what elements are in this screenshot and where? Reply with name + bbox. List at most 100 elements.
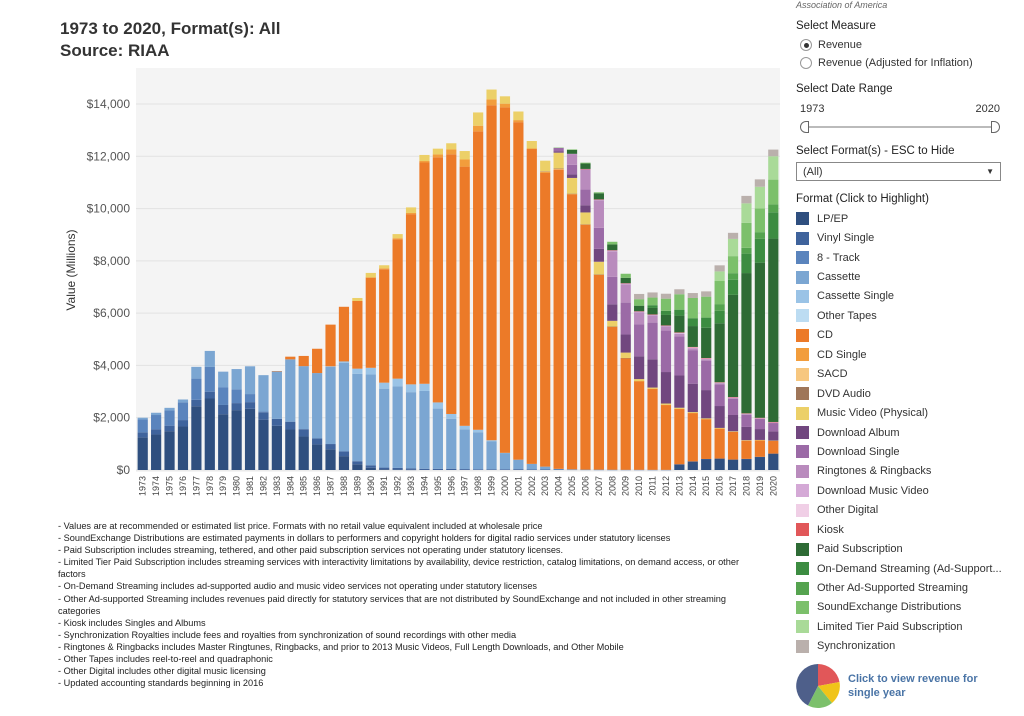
bar-segment[interactable] bbox=[741, 247, 752, 254]
bar-segment[interactable] bbox=[674, 375, 685, 408]
bar-segment[interactable] bbox=[714, 383, 725, 385]
legend-item[interactable]: Limited Tier Paid Subscription bbox=[796, 617, 1002, 636]
bar-segment[interactable] bbox=[687, 297, 698, 319]
single-year-pie-link[interactable]: Click to view revenue for single year bbox=[796, 664, 978, 708]
bar-segment[interactable] bbox=[593, 192, 604, 194]
bar-segment[interactable] bbox=[727, 459, 739, 470]
bar-segment[interactable] bbox=[701, 327, 712, 359]
bar-segment[interactable] bbox=[580, 212, 591, 225]
pie-chart-icon[interactable] bbox=[796, 664, 840, 708]
bar-segment[interactable] bbox=[553, 468, 564, 470]
radio-unselected-icon[interactable] bbox=[800, 57, 812, 69]
bar-segment[interactable] bbox=[513, 120, 524, 123]
bar-segment[interactable] bbox=[741, 459, 752, 470]
bar-segment[interactable] bbox=[593, 193, 604, 200]
bar-segment[interactable] bbox=[647, 307, 658, 315]
bar-segment[interactable] bbox=[714, 304, 725, 311]
bar-segment[interactable] bbox=[244, 394, 256, 403]
bar-segment[interactable] bbox=[432, 408, 443, 469]
bar-segment[interactable] bbox=[298, 429, 309, 437]
bar-segment[interactable] bbox=[607, 241, 618, 245]
bar-segment[interactable] bbox=[352, 368, 363, 374]
bar-segment[interactable] bbox=[660, 325, 672, 327]
bar-segment[interactable] bbox=[593, 199, 604, 201]
bar-segment[interactable] bbox=[513, 111, 524, 121]
bar-segment[interactable] bbox=[446, 143, 457, 150]
bar-segment[interactable] bbox=[486, 105, 497, 441]
bar-segment[interactable] bbox=[687, 348, 698, 351]
bar-segment[interactable] bbox=[164, 410, 175, 426]
bar-segment[interactable] bbox=[741, 440, 752, 459]
bar-segment[interactable] bbox=[727, 256, 739, 274]
bar-segment[interactable] bbox=[352, 461, 363, 465]
bar-segment[interactable] bbox=[701, 359, 712, 361]
bar-segment[interactable] bbox=[714, 281, 725, 305]
bar-segment[interactable] bbox=[553, 147, 564, 152]
bar-segment[interactable] bbox=[164, 407, 175, 411]
bar-segment[interactable] bbox=[379, 265, 390, 269]
legend-item[interactable]: CD bbox=[796, 326, 1002, 345]
bar-segment[interactable] bbox=[459, 166, 470, 426]
bar-segment[interactable] bbox=[620, 334, 631, 353]
bar-segment[interactable] bbox=[204, 398, 215, 471]
bar-segment[interactable] bbox=[741, 273, 752, 414]
bar-segment[interactable] bbox=[647, 292, 658, 298]
bar-segment[interactable] bbox=[338, 456, 350, 470]
bar-segment[interactable] bbox=[647, 314, 658, 316]
bar-segment[interactable] bbox=[446, 418, 457, 469]
bar-segment[interactable] bbox=[634, 293, 645, 300]
bar-segment[interactable] bbox=[419, 162, 430, 384]
legend-item[interactable]: Download Single bbox=[796, 442, 1002, 461]
bar-segment[interactable] bbox=[298, 436, 309, 470]
bar-segment[interactable] bbox=[714, 406, 725, 428]
bar-segment[interactable] bbox=[231, 403, 242, 411]
bar-segment[interactable] bbox=[218, 414, 229, 470]
bar-segment[interactable] bbox=[258, 411, 269, 413]
bar-segment[interactable] bbox=[392, 238, 403, 240]
bar-segment[interactable] bbox=[540, 160, 551, 172]
bar-segment[interactable] bbox=[419, 383, 430, 391]
bar-segment[interactable] bbox=[754, 186, 765, 209]
slider-handle-start[interactable] bbox=[800, 121, 809, 133]
bar-segment[interactable] bbox=[365, 374, 376, 466]
bar-segment[interactable] bbox=[553, 151, 564, 153]
bar-segment[interactable] bbox=[446, 413, 457, 419]
bar-segment[interactable] bbox=[634, 379, 645, 382]
bar-segment[interactable] bbox=[768, 149, 779, 157]
bar-segment[interactable] bbox=[593, 200, 604, 228]
legend-item[interactable]: Other Digital bbox=[796, 501, 1002, 520]
bar-segment[interactable] bbox=[701, 360, 712, 391]
bar-segment[interactable] bbox=[701, 296, 712, 318]
bar-segment[interactable] bbox=[634, 312, 645, 325]
bar-segment[interactable] bbox=[325, 324, 336, 367]
bar-segment[interactable] bbox=[365, 467, 376, 470]
bar-segment[interactable] bbox=[647, 297, 658, 306]
bar-segment[interactable] bbox=[754, 418, 765, 420]
bar-segment[interactable] bbox=[701, 418, 712, 420]
bar-segment[interactable] bbox=[566, 194, 578, 470]
bar-segment[interactable] bbox=[325, 449, 336, 470]
bar-segment[interactable] bbox=[566, 149, 578, 150]
bar-segment[interactable] bbox=[285, 356, 296, 360]
bar-segment[interactable] bbox=[701, 358, 712, 360]
bar-segment[interactable] bbox=[379, 467, 390, 470]
bar-segment[interactable] bbox=[687, 412, 698, 413]
bar-segment[interactable] bbox=[580, 163, 591, 169]
legend-swatch[interactable] bbox=[796, 387, 809, 401]
bar-segment[interactable] bbox=[473, 125, 484, 132]
bar-segment[interactable] bbox=[137, 417, 148, 420]
bar-segment[interactable] bbox=[285, 429, 296, 470]
legend-item[interactable]: SACD bbox=[796, 365, 1002, 384]
bar-segment[interactable] bbox=[754, 456, 765, 470]
bar-segment[interactable] bbox=[553, 469, 564, 470]
bar-segment[interactable] bbox=[446, 468, 457, 470]
bar-segment[interactable] bbox=[674, 408, 685, 465]
bar-segment[interactable] bbox=[218, 404, 229, 415]
bar-segment[interactable] bbox=[768, 431, 779, 441]
bar-segment[interactable] bbox=[526, 149, 537, 464]
bar-segment[interactable] bbox=[607, 304, 618, 321]
bar-segment[interactable] bbox=[298, 366, 309, 430]
bar-segment[interactable] bbox=[352, 297, 363, 301]
bar-segment[interactable] bbox=[204, 366, 215, 392]
bar-segment[interactable] bbox=[634, 305, 645, 312]
